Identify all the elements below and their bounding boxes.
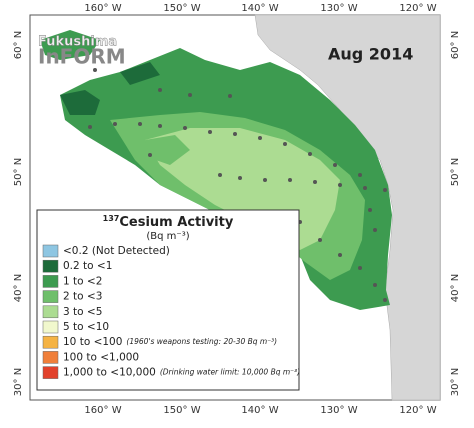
labels: Fukushima InFORM Aug 2014 160° W 160° W 15…	[13, 3, 461, 416]
legend-swatch	[42, 244, 59, 258]
legend-title: 137Cesium Activity	[103, 214, 234, 230]
legend-swatch	[42, 305, 59, 319]
legend-label: 100 to <1,000	[63, 351, 139, 363]
lat-label-right: 30° N	[450, 368, 461, 396]
lat-label-left: 30° N	[13, 368, 24, 396]
stations	[88, 68, 387, 302]
logo-bottom: InFORM	[38, 45, 126, 69]
lat-label-left: 60° N	[13, 31, 24, 59]
legend-label: 5 to <10	[63, 321, 109, 333]
lon-label-top: 120° W	[399, 3, 436, 14]
region	[40, 30, 100, 60]
legend-label: 2 to <3	[63, 291, 102, 303]
lon-label-bottom: 130° W	[320, 405, 357, 416]
lat-label-right: 50° N	[450, 158, 461, 186]
lat-label-right: 40° N	[450, 274, 461, 302]
legend-swatch	[42, 275, 59, 288]
logo-top: Fukushima	[38, 35, 117, 50]
region	[120, 62, 160, 85]
lon-label-bottom: 150° W	[163, 405, 200, 416]
lat-label-right: 60° N	[450, 31, 461, 59]
legend: 137Cesium Activity (Bq m⁻³) <0.2 (Not De…	[36, 209, 300, 391]
legend-label: <0.2 (Not Detected)	[63, 245, 170, 257]
date-label: Aug 2014	[328, 45, 413, 64]
legend-label: 1 to <2	[63, 275, 102, 287]
region	[60, 90, 100, 115]
lon-label-bottom: 120° W	[399, 405, 436, 416]
legend-swatch	[42, 351, 59, 364]
lon-label-bottom: 160° W	[84, 405, 121, 416]
legend-units: (Bq m⁻³)	[146, 231, 189, 242]
legend-swatch	[42, 320, 59, 334]
legend-label: 0.2 to <1	[63, 260, 112, 272]
land	[254, 14, 441, 401]
legend-note: (1960's weapons testing: 20-30 Bq m⁻³)	[126, 337, 277, 346]
lat-label-left: 40° N	[13, 274, 24, 302]
legend-swatch	[42, 259, 59, 273]
legend-swatch	[42, 335, 59, 349]
legend-label: 3 to <5	[63, 306, 102, 318]
legend-swatch	[42, 366, 59, 379]
legend-box	[36, 209, 300, 391]
legend-title-superscript: 137	[103, 214, 120, 223]
map-area	[29, 14, 441, 401]
lon-label-top: 130° W	[320, 3, 357, 14]
lon-label-top: 150° W	[163, 3, 200, 14]
legend-label: 1,000 to <10,000	[63, 367, 156, 379]
lon-label-top: 160° W	[84, 3, 121, 14]
legend-label: 10 to <100	[63, 336, 122, 348]
legend-title-text: Cesium Activity	[119, 215, 233, 230]
lat-label-left: 50° N	[13, 158, 24, 186]
region	[145, 135, 190, 165]
legend-swatch	[42, 290, 59, 303]
legend-note: (Drinking water limit: 10,000 Bq m⁻³)	[160, 368, 300, 377]
lon-label-top: 140° W	[241, 3, 278, 14]
lon-label-bottom: 140° W	[241, 405, 278, 416]
